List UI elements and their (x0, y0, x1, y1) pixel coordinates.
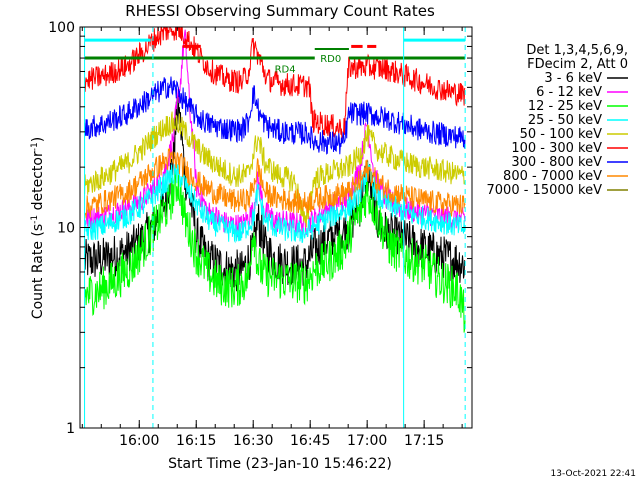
legend-label: 3 - 6 keV (544, 71, 602, 86)
series-line (84, 167, 466, 333)
y-axis-label: Count Rate (s-1 detector-1) (30, 137, 46, 319)
x-tick-label: 16:45 (290, 433, 330, 449)
x-axis-label: Start Time (23-Jan-10 15:46:22) (168, 456, 392, 472)
footer-date: 13-Oct-2021 22:41 (551, 469, 636, 479)
legend-title-line: FDecim 2, Att 0 (527, 57, 628, 72)
series-line (84, 161, 466, 244)
legend-label: 50 - 100 keV (520, 127, 603, 142)
legend-label: 6 - 12 keV (536, 85, 602, 100)
chart-title: RHESSI Observing Summary Count Rates (125, 2, 435, 20)
series-line (84, 76, 466, 155)
x-tick-label: 17:15 (404, 433, 444, 449)
y-tick-label: 1 (66, 421, 75, 437)
y-axis-label-exponent: -1 (30, 215, 40, 224)
y-axis-label-part: detector (30, 151, 46, 215)
x-tick-label: 17:00 (347, 433, 387, 449)
legend-label: 7000 - 15000 keV (487, 183, 603, 198)
annotation-label: RD0 (320, 54, 341, 65)
x-tick-label: 16:30 (233, 433, 273, 449)
legend-label: 300 - 800 keV (511, 155, 602, 170)
y-tick-label: 100 (48, 20, 75, 36)
legend: Det 1,3,4,5,6,9, FDecim 2, Att 0 3 - 6 k… (487, 43, 628, 198)
annotation-label: RD4 (275, 65, 296, 76)
series-line (84, 148, 466, 219)
x-tick-label: 16:15 (176, 433, 216, 449)
legend-title-line: Det 1,3,4,5,6,9, (526, 43, 628, 58)
axes: 16:00 16:15 16:30 16:45 17:00 17:15 1 10 100 (48, 20, 472, 449)
legend-label: 800 - 7000 keV (503, 169, 602, 184)
series-line (84, 27, 466, 141)
plot-area: RD4 RD0 (84, 27, 466, 428)
y-axis-label-part: Count Rate (s (30, 224, 46, 319)
y-axis-label-exponent: -1 (30, 142, 40, 151)
legend-label: 100 - 300 keV (511, 141, 602, 156)
x-tick-label: 16:00 (119, 433, 159, 449)
legend-label: 12 - 25 keV (528, 99, 602, 114)
y-axis-label-part: ) (30, 137, 46, 142)
legend-label: 25 - 50 keV (528, 113, 602, 128)
series-line (84, 111, 466, 228)
y-tick-label: 10 (57, 221, 75, 237)
